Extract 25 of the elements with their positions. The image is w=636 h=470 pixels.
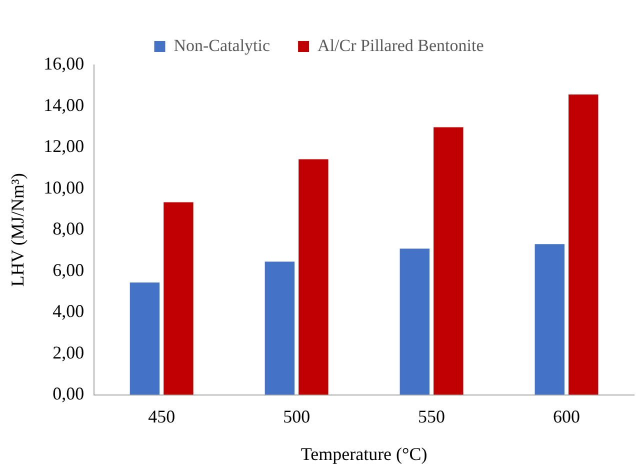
y-tick-label: 0,00 <box>52 384 84 404</box>
bar <box>298 159 328 395</box>
x-axis-title: Temperature (°C) <box>300 444 428 464</box>
x-tick-label: 600 <box>553 406 580 426</box>
bar <box>264 262 295 395</box>
y-axis-title: LHV (MJ/Nm³) <box>8 173 28 287</box>
bar <box>568 94 598 395</box>
y-tick-label: 6,00 <box>52 260 84 280</box>
x-tick-label: 550 <box>418 406 446 426</box>
y-tick-label: 8,00 <box>52 218 84 239</box>
y-tick-label: 10,00 <box>44 177 84 198</box>
y-tick-label: 4,00 <box>52 301 84 322</box>
legend-label: Non-Catalytic <box>174 36 271 55</box>
bar <box>130 282 160 395</box>
y-tick-label: 14,00 <box>44 94 84 115</box>
legend-label: Al/Cr Pillared Bentonite <box>318 36 484 55</box>
bar <box>400 248 430 395</box>
bar <box>534 244 564 395</box>
y-tick-label: 16,00 <box>44 54 84 74</box>
x-tick-label: 450 <box>148 406 176 426</box>
y-tick-label: 2,00 <box>52 342 84 362</box>
x-tick-label: 500 <box>283 406 310 426</box>
y-tick-label: 12,00 <box>44 136 84 156</box>
bar <box>434 127 464 395</box>
bar <box>164 202 194 395</box>
